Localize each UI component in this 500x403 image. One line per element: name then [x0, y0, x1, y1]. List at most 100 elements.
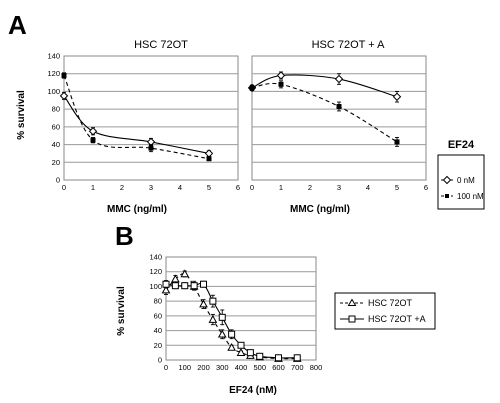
chart-a1-y-tick-label: 120 [47, 69, 60, 78]
legend-100nm-label: 100 nM [457, 192, 484, 201]
chart-b-series-2-point [256, 352, 264, 360]
chart-b-series-1-point [199, 299, 208, 308]
chart-a1-x-tick-label: 3 [149, 183, 153, 192]
chart-a2-series-1-point [276, 71, 286, 80]
legend-hsc72ot-triangle-icon [347, 298, 357, 306]
chart-a2-series-2-point [278, 81, 284, 87]
panel-a2-title: HSC 72OT + A [312, 39, 386, 51]
chart-a1-series-1-point [88, 127, 98, 136]
chart-hsc72ot-a: 0 1 2 3 4 5 6 [247, 55, 428, 192]
panel-b-y-axis-title: % survival [116, 286, 127, 336]
chart-b-x-tick-label: 400 [235, 363, 248, 372]
panel-a2-x-axis-title: MMC (ng/ml) [290, 204, 350, 215]
chart-b-series-2-point [228, 330, 236, 338]
chart-a1-series-2-point [61, 72, 67, 78]
chart-b-y-tick-label: 40 [154, 326, 162, 335]
chart-a1-series-2-line [63, 75, 210, 160]
chart-a1-y-tick-label: 0 [56, 176, 60, 185]
chart-ef24-dose: 0 20 40 60 80 100 120 140 0 100 200 300 400 500 600 700… [149, 253, 322, 373]
chart-a1-x-tick-label: 1 [91, 183, 95, 192]
legend-ef24-title: EF24 [448, 139, 475, 151]
chart-a2-series-1-point [334, 74, 344, 84]
chart-b-series-2-point [237, 341, 245, 349]
chart-a1-x-tick-label: 6 [236, 183, 240, 192]
chart-b-series-2-point [190, 282, 198, 290]
chart-a1-series-2-point [206, 156, 212, 162]
chart-b-y-tick-label: 120 [149, 267, 162, 276]
chart-a1-x-tick-label: 4 [178, 183, 182, 192]
chart-b-series-1-point [227, 342, 236, 351]
legend-hsc72ot-a-label: HSC 72OT +A [368, 314, 426, 324]
chart-b-x-tick-label: 500 [253, 363, 266, 372]
chart-a1-series-2-point [148, 145, 154, 151]
chart-b-y-tick-label: 0 [158, 356, 162, 365]
legend-100nm-square-icon [445, 194, 449, 198]
chart-b-series-2-point [200, 280, 207, 288]
chart-a1-y-tick-label: 20 [52, 158, 60, 167]
chart-b-x-tick-label: 800 [310, 363, 323, 372]
chart-b-series-2-point [162, 280, 170, 288]
chart-b-x-tick-label: 0 [164, 363, 168, 372]
legend-cell-lines: HSC 72OT HSC 72OT +A [334, 292, 436, 330]
chart-a2-x-tick-label: 3 [337, 183, 341, 192]
panel-a-title: HSC 72OT [134, 39, 188, 51]
chart-b-y-tick-label: 80 [154, 297, 162, 306]
chart-a2-x-tick-label: 5 [395, 183, 399, 192]
chart-b-x-tick-label: 300 [216, 363, 229, 372]
chart-a2-series-2-point [249, 85, 255, 91]
chart-b-x-tick-label: 600 [272, 363, 285, 372]
chart-a2-x-tick-label: 6 [424, 183, 428, 192]
chart-b-series-1-point [161, 285, 171, 294]
panel-b-x-axis-title: EF24 (nM) [229, 385, 277, 396]
chart-a2-series-2-point [394, 139, 400, 145]
legend-0nm-label: 0 nM [457, 176, 475, 185]
chart-a2-series-2-point [336, 103, 342, 109]
chart-a1-y-tick-label: 100 [47, 87, 60, 96]
chart-b-series-1-point [180, 269, 190, 278]
chart-a1-y-tick-label: 60 [52, 122, 60, 131]
chart-b-x-tick-label: 700 [291, 363, 304, 372]
chart-b-series-2-point [218, 313, 226, 321]
chart-b-series-1-point [208, 315, 218, 323]
panel-a-label: A [8, 10, 27, 40]
chart-a2-x-tick-label: 0 [250, 183, 254, 192]
chart-a1-series-1-point [59, 91, 69, 101]
chart-a2-x-tick-label: 4 [366, 183, 370, 192]
chart-b-series-2-point [181, 282, 189, 290]
chart-b-x-tick-label: 200 [197, 363, 210, 372]
chart-b-series-2-point [275, 354, 282, 362]
chart-b-y-tick-label: 60 [154, 311, 162, 320]
chart-a2-x-tick-label: 1 [279, 183, 283, 192]
legend-0nm-diamond-icon [442, 175, 452, 185]
legend-cell-lines-box [334, 292, 436, 330]
chart-b-series-1-point [171, 274, 180, 283]
chart-a1-series-2-point [90, 137, 96, 143]
chart-a2-x-tick-label: 2 [308, 183, 312, 192]
legend-hsc72ot-label: HSC 72OT [368, 298, 413, 308]
chart-b-series-2-point [293, 354, 301, 362]
panel-a-y-axis-title: % survival [16, 90, 27, 140]
legend-ef24: EF24 0 nM 100 nM [437, 139, 485, 210]
chart-a1-series-1-line [63, 95, 210, 154]
chart-b-y-tick-label: 100 [149, 282, 162, 291]
chart-b-series-2-point [171, 282, 179, 290]
chart-a1-y-tick-label: 140 [47, 52, 60, 61]
chart-b-x-tick-label: 100 [178, 363, 191, 372]
panel-b-label: B [115, 221, 134, 251]
chart-a1-y-tick-label: 40 [52, 140, 60, 149]
chart-a2-series-1-point [392, 92, 402, 101]
chart-b-series-2-point [209, 297, 217, 305]
chart-b-series-1-point [217, 329, 227, 338]
chart-a1-x-tick-label: 0 [62, 183, 66, 192]
chart-a1-y-tick-label: 80 [52, 105, 60, 114]
legend-hsc72ot-a-square-icon [348, 315, 356, 323]
chart-a2-series-1-line [251, 74, 398, 98]
panel-a-x-axis-title: MMC (ng/ml) [107, 204, 167, 215]
chart-a1-x-tick-label: 5 [207, 183, 211, 192]
chart-b-series-1-point [236, 348, 246, 356]
chart-a1-x-tick-label: 2 [120, 183, 124, 192]
chart-b-y-tick-label: 140 [149, 253, 162, 262]
chart-a1-plot-area [63, 55, 239, 181]
chart-hsc72ot: 0 20 40 60 80 100 120 140 0 1 2 3 4 5 6 [47, 52, 240, 193]
